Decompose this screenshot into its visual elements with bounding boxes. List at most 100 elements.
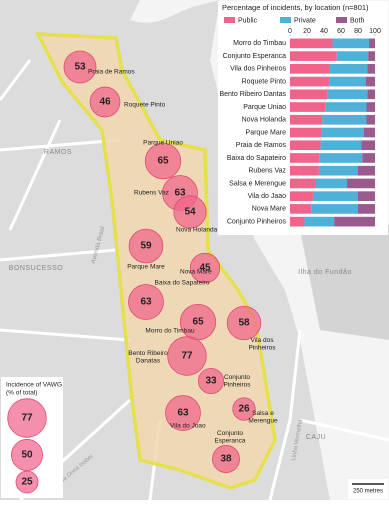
incidence-label: 46: [99, 97, 111, 108]
bar-segment: [304, 216, 335, 227]
legend-swatch: [280, 17, 291, 23]
bar-segment: [334, 216, 375, 227]
bar-segment: [290, 153, 320, 163]
scale-label: 250 metres: [353, 489, 383, 495]
chart-title: Percentage of incidents, by location (n=…: [222, 3, 369, 12]
x-tick-label: 60: [337, 28, 345, 35]
legend-swatch: [224, 17, 235, 23]
area-name: Conjunto: [217, 430, 243, 437]
area-name: Bento Ribeiro: [128, 350, 168, 357]
area-name: Vila do Joao: [170, 423, 206, 430]
bar-segment: [290, 63, 330, 74]
y-tick-label: Vila dos Pinheiros: [230, 66, 286, 73]
bar-segment: [290, 165, 319, 176]
place-label: CAJU: [306, 434, 326, 441]
incidence-bubble: [226, 305, 262, 341]
incidence-label: 54: [184, 207, 196, 218]
bar-segment: [365, 76, 375, 87]
incidence-label: 38: [220, 454, 232, 465]
legend-label: 25: [21, 477, 33, 488]
area-name: Rubens Vaz: [134, 190, 169, 197]
area-name: Parque Uniao: [143, 140, 183, 147]
bar-segment: [329, 63, 368, 74]
legend-title: (% of total): [6, 390, 37, 397]
incidence-bubble: [63, 50, 97, 84]
place-label: Ilha do Fundão: [298, 269, 352, 276]
y-tick-label: Nova Holanda: [242, 117, 286, 124]
area-name: Baixa do Sapateiro: [155, 280, 210, 287]
area-name: Roquete Pinto: [124, 102, 166, 109]
bar-segment: [290, 102, 326, 112]
bar-segment: [367, 63, 375, 74]
bar-segment: [290, 114, 323, 125]
area-name: Morro do Timbau: [145, 328, 195, 335]
legend-bubble: [7, 398, 47, 438]
bar-segment: [315, 178, 347, 189]
area-name: Conjunto: [224, 374, 250, 381]
incidence-label: 65: [192, 317, 204, 328]
legend-label: Public: [238, 17, 258, 24]
bar-segment: [358, 204, 375, 214]
bar-segment: [367, 89, 375, 100]
incidence-bubble: [189, 252, 221, 284]
area-name: Salsa e: [252, 410, 274, 417]
area-name: Esperanca: [214, 438, 245, 445]
bar-segment: [290, 204, 312, 214]
bar-segment: [290, 140, 321, 151]
bar-segment: [329, 76, 366, 87]
bar-segment: [320, 140, 362, 151]
bar-segment: [321, 127, 364, 138]
incidence-bubble: [197, 367, 225, 395]
bar-segment: [369, 38, 375, 49]
legend-swatch: [336, 17, 347, 23]
area-name: Vila dos: [250, 337, 274, 344]
legend-title: Incidence of VAWG: [6, 382, 62, 389]
incidence-label: 63: [177, 408, 189, 419]
incidence-label: 26: [238, 404, 250, 415]
bar-segment: [290, 76, 330, 87]
x-tick-label: 80: [354, 28, 362, 35]
incidence-bubble: [128, 228, 164, 264]
bar-segment: [290, 89, 328, 100]
bar-segment: [325, 102, 367, 112]
bar-segment: [290, 191, 313, 202]
incidence-bubble: [89, 86, 121, 118]
water: [130, 0, 220, 23]
bar-segment: [332, 38, 370, 49]
bar-segment: [319, 153, 363, 163]
legend-label: Private: [294, 17, 316, 24]
bar-segment: [363, 127, 375, 138]
incidence-bubble: [165, 395, 201, 431]
bar-segment: [311, 204, 358, 214]
place-label: BONSUCESSO: [9, 265, 63, 272]
bar-segment: [322, 114, 367, 125]
y-tick-label: Praia de Ramos: [236, 142, 287, 149]
incidence-bubble: [212, 445, 240, 473]
x-tick-label: 100: [369, 28, 381, 35]
legend-label: 77: [21, 413, 33, 424]
bar-segment: [358, 165, 375, 176]
legend-label: Both: [350, 17, 365, 24]
bar-segment: [327, 89, 368, 100]
bar-segment: [336, 51, 369, 61]
x-tick-label: 0: [288, 28, 292, 35]
y-tick-label: Rubens Vaz: [248, 168, 286, 175]
incidence-label: 33: [205, 376, 217, 387]
legend-bubble: [11, 439, 43, 471]
area-name: Pinheiros: [248, 345, 276, 352]
x-tick-label: 40: [320, 28, 328, 35]
bar-segment: [312, 191, 358, 202]
incidence-bubble: [232, 397, 256, 421]
bar-segment: [290, 127, 322, 138]
incidence-bubble: [128, 284, 164, 320]
bar-segment: [318, 165, 358, 176]
bar-segment: [366, 114, 375, 125]
area-name: Danatas: [136, 358, 161, 365]
area-name: Nova Holanda: [176, 227, 218, 234]
incidence-label: 45: [199, 263, 211, 274]
bar-segment: [361, 140, 375, 151]
bar-segment: [346, 178, 375, 189]
y-tick-label: Vila do Jaao: [248, 193, 287, 200]
y-tick-label: Parque Uniao: [243, 104, 286, 111]
